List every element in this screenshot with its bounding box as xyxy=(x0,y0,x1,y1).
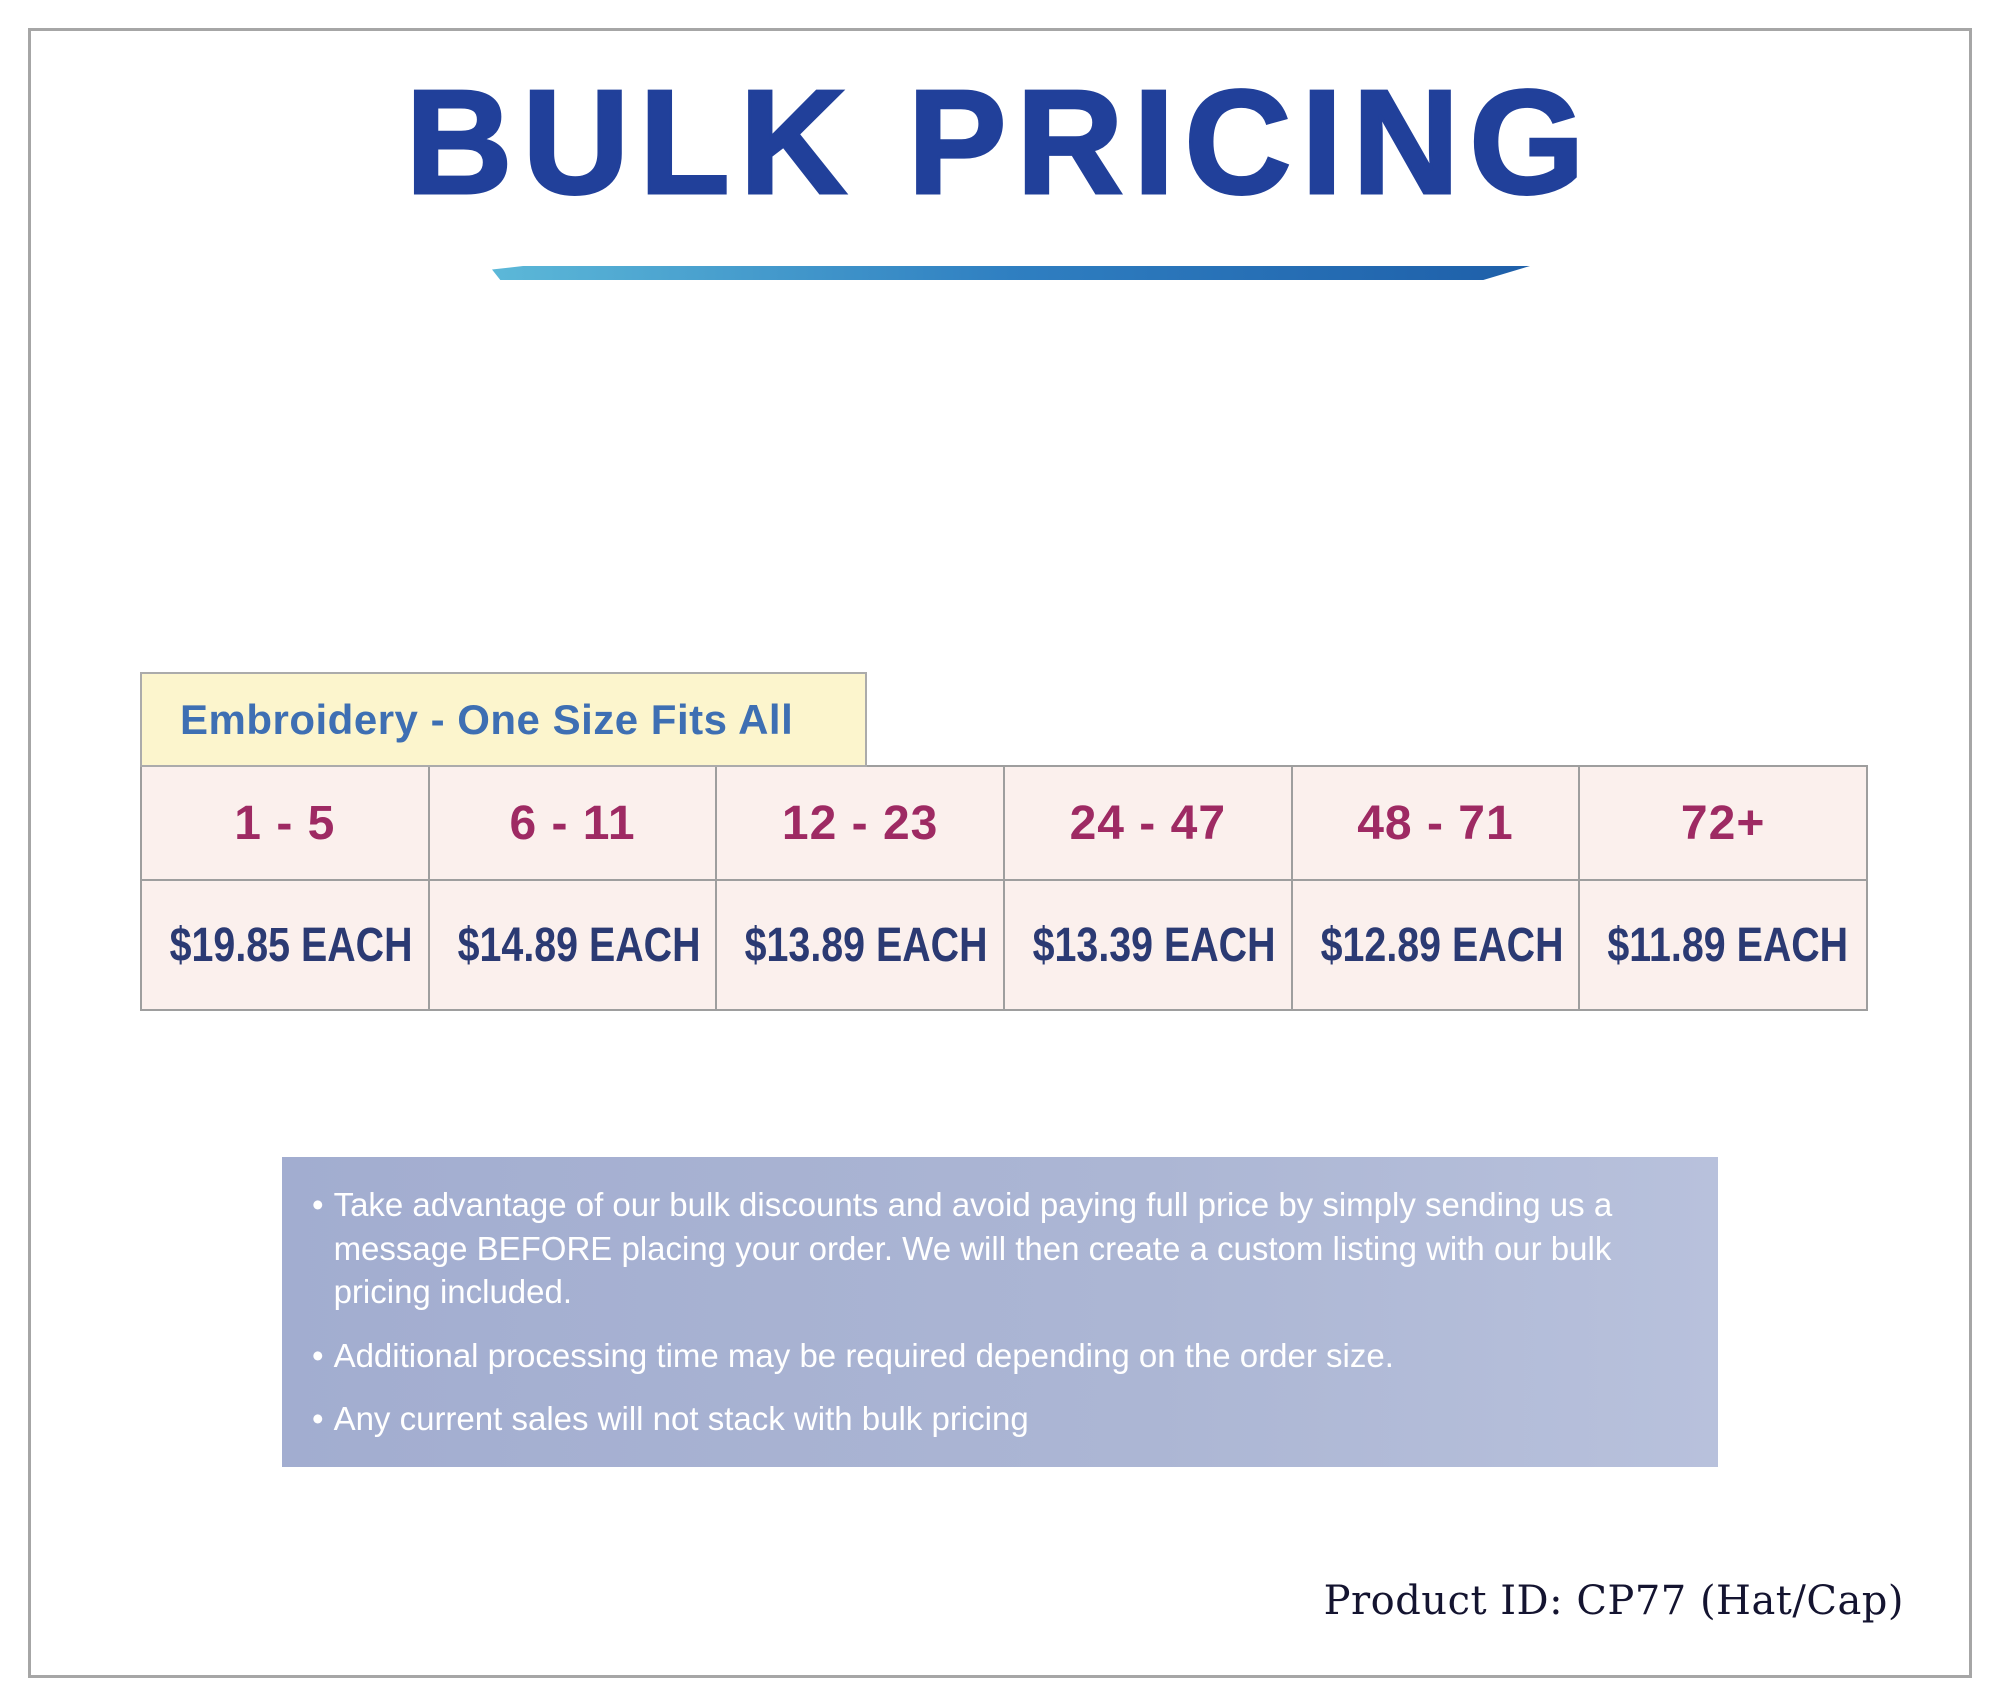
title-underline-swoosh xyxy=(492,266,1530,280)
category-label-text: Embroidery - One Size Fits All xyxy=(180,695,794,743)
tier-price-text: $12.89 EACH xyxy=(1320,918,1564,972)
note-text: Take advantage of our bulk discounts and… xyxy=(333,1186,1613,1311)
quantity-range-row: 1 - 5 6 - 11 12 - 23 24 - 47 48 - 71 72+ xyxy=(140,765,1868,881)
tier-price-cell: $11.89 EACH xyxy=(1578,879,1868,1011)
bulk-pricing-table: 1 - 5 6 - 11 12 - 23 24 - 47 48 - 71 72+… xyxy=(140,765,1868,1011)
note-text: Additional processing time may be requir… xyxy=(333,1336,1394,1374)
tier-price-cell: $19.85 EACH xyxy=(140,879,430,1011)
tier-range-text: 1 - 5 xyxy=(234,796,336,850)
note-text: Any current sales will not stack with bu… xyxy=(333,1400,1029,1438)
bullet-icon: • xyxy=(312,1400,324,1438)
bullet-icon: • xyxy=(312,1186,324,1223)
tier-range-cell: 1 - 5 xyxy=(140,765,430,881)
note-item: • Additional processing time may be requ… xyxy=(312,1334,1680,1378)
tier-price-text: $14.89 EACH xyxy=(457,918,701,972)
unit-price-row: $19.85 EACH $14.89 EACH $13.89 EACH $13.… xyxy=(140,879,1868,1011)
notes-panel: • Take advantage of our bulk discounts a… xyxy=(282,1157,1718,1467)
tier-price-text: $13.39 EACH xyxy=(1032,918,1276,972)
tier-range-text: 6 - 11 xyxy=(509,796,636,850)
tier-price-cell: $14.89 EACH xyxy=(427,879,718,1011)
tier-price-cell: $12.89 EACH xyxy=(1290,879,1581,1011)
tier-price-cell: $13.89 EACH xyxy=(715,879,1005,1011)
tier-price-text: $13.89 EACH xyxy=(744,918,988,972)
tier-range-cell: 48 - 71 xyxy=(1290,765,1581,881)
tier-range-cell: 12 - 23 xyxy=(715,765,1005,881)
tier-price-text: $19.85 EACH xyxy=(169,918,413,972)
note-item: • Any current sales will not stack with … xyxy=(312,1397,1680,1441)
tier-range-text: 24 - 47 xyxy=(1069,796,1227,850)
tier-range-text: 48 - 71 xyxy=(1357,796,1514,850)
tier-range-text: 72+ xyxy=(1680,796,1766,850)
product-id-label: Product ID: CP77 (Hat/Cap) xyxy=(1323,1578,1904,1624)
tier-range-cell: 72+ xyxy=(1578,765,1868,881)
tier-price-text: $11.89 EACH xyxy=(1607,918,1849,972)
note-item: • Take advantage of our bulk discounts a… xyxy=(312,1183,1680,1314)
bullet-icon: • xyxy=(312,1336,324,1374)
category-label: Embroidery - One Size Fits All xyxy=(140,672,867,767)
tier-range-cell: 24 - 47 xyxy=(1002,765,1293,881)
tier-price-cell: $13.39 EACH xyxy=(1002,879,1293,1011)
tier-range-text: 12 - 23 xyxy=(781,796,939,850)
tier-range-cell: 6 - 11 xyxy=(427,765,718,881)
page-title: BULK PRICING xyxy=(404,59,1595,227)
